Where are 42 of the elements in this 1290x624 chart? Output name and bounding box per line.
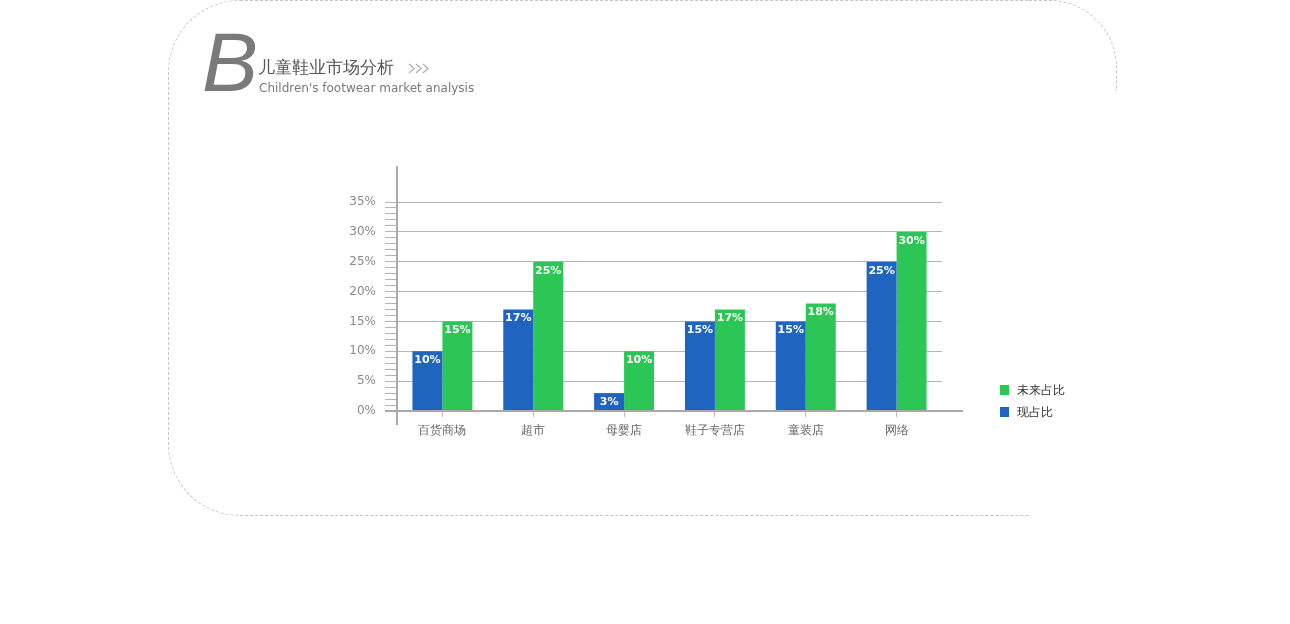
y-tick-label: 10%	[349, 343, 376, 358]
bar	[896, 231, 927, 411]
data-label: 30%	[898, 233, 925, 247]
data-label: 18%	[807, 305, 834, 319]
bar	[624, 351, 655, 411]
x-tick-label: 超市	[521, 423, 546, 438]
bar	[533, 261, 564, 411]
bar	[714, 309, 745, 411]
data-label: 15%	[777, 323, 804, 337]
data-label: 25%	[535, 263, 562, 277]
text: B	[202, 15, 259, 109]
x-tick-label: 网络	[884, 423, 909, 438]
y-tick-label: 25%	[349, 253, 376, 268]
x-tick-label: 母婴店	[606, 423, 643, 438]
data-label: 3%	[599, 394, 619, 408]
x-tick-label: 鞋子专营店	[684, 423, 745, 438]
data-label: 10%	[625, 353, 653, 367]
y-tick-label: 0%	[356, 403, 376, 418]
y-tick-label: 35%	[349, 194, 376, 209]
chart-subtitle: Children's footwear market analysis	[259, 80, 475, 96]
y-tick-label: 15%	[349, 313, 376, 328]
bar	[503, 309, 534, 411]
y-tick-label: 5%	[356, 373, 376, 388]
bar	[442, 321, 473, 411]
bar	[775, 321, 806, 411]
data-label: 17%	[505, 311, 532, 325]
bar	[412, 351, 443, 411]
data-label: 15%	[444, 323, 471, 337]
x-tick-label: 百货商场	[418, 423, 467, 438]
bar	[684, 321, 715, 411]
data-label: 10%	[414, 353, 441, 367]
y-tick-label: 20%	[349, 283, 376, 298]
data-label: 25%	[868, 263, 895, 277]
legend-label: 未来占比	[1017, 381, 1065, 399]
x-tick-label: 童装店	[787, 423, 824, 438]
bar	[866, 261, 897, 411]
data-label: 15%	[686, 323, 714, 337]
legend-label: 现占比	[1017, 403, 1053, 421]
bar	[805, 303, 836, 411]
data-label: 17%	[716, 311, 744, 325]
chart-title: 儿童鞋业市场分析	[258, 56, 394, 78]
y-tick-label: 30%	[349, 224, 376, 238]
